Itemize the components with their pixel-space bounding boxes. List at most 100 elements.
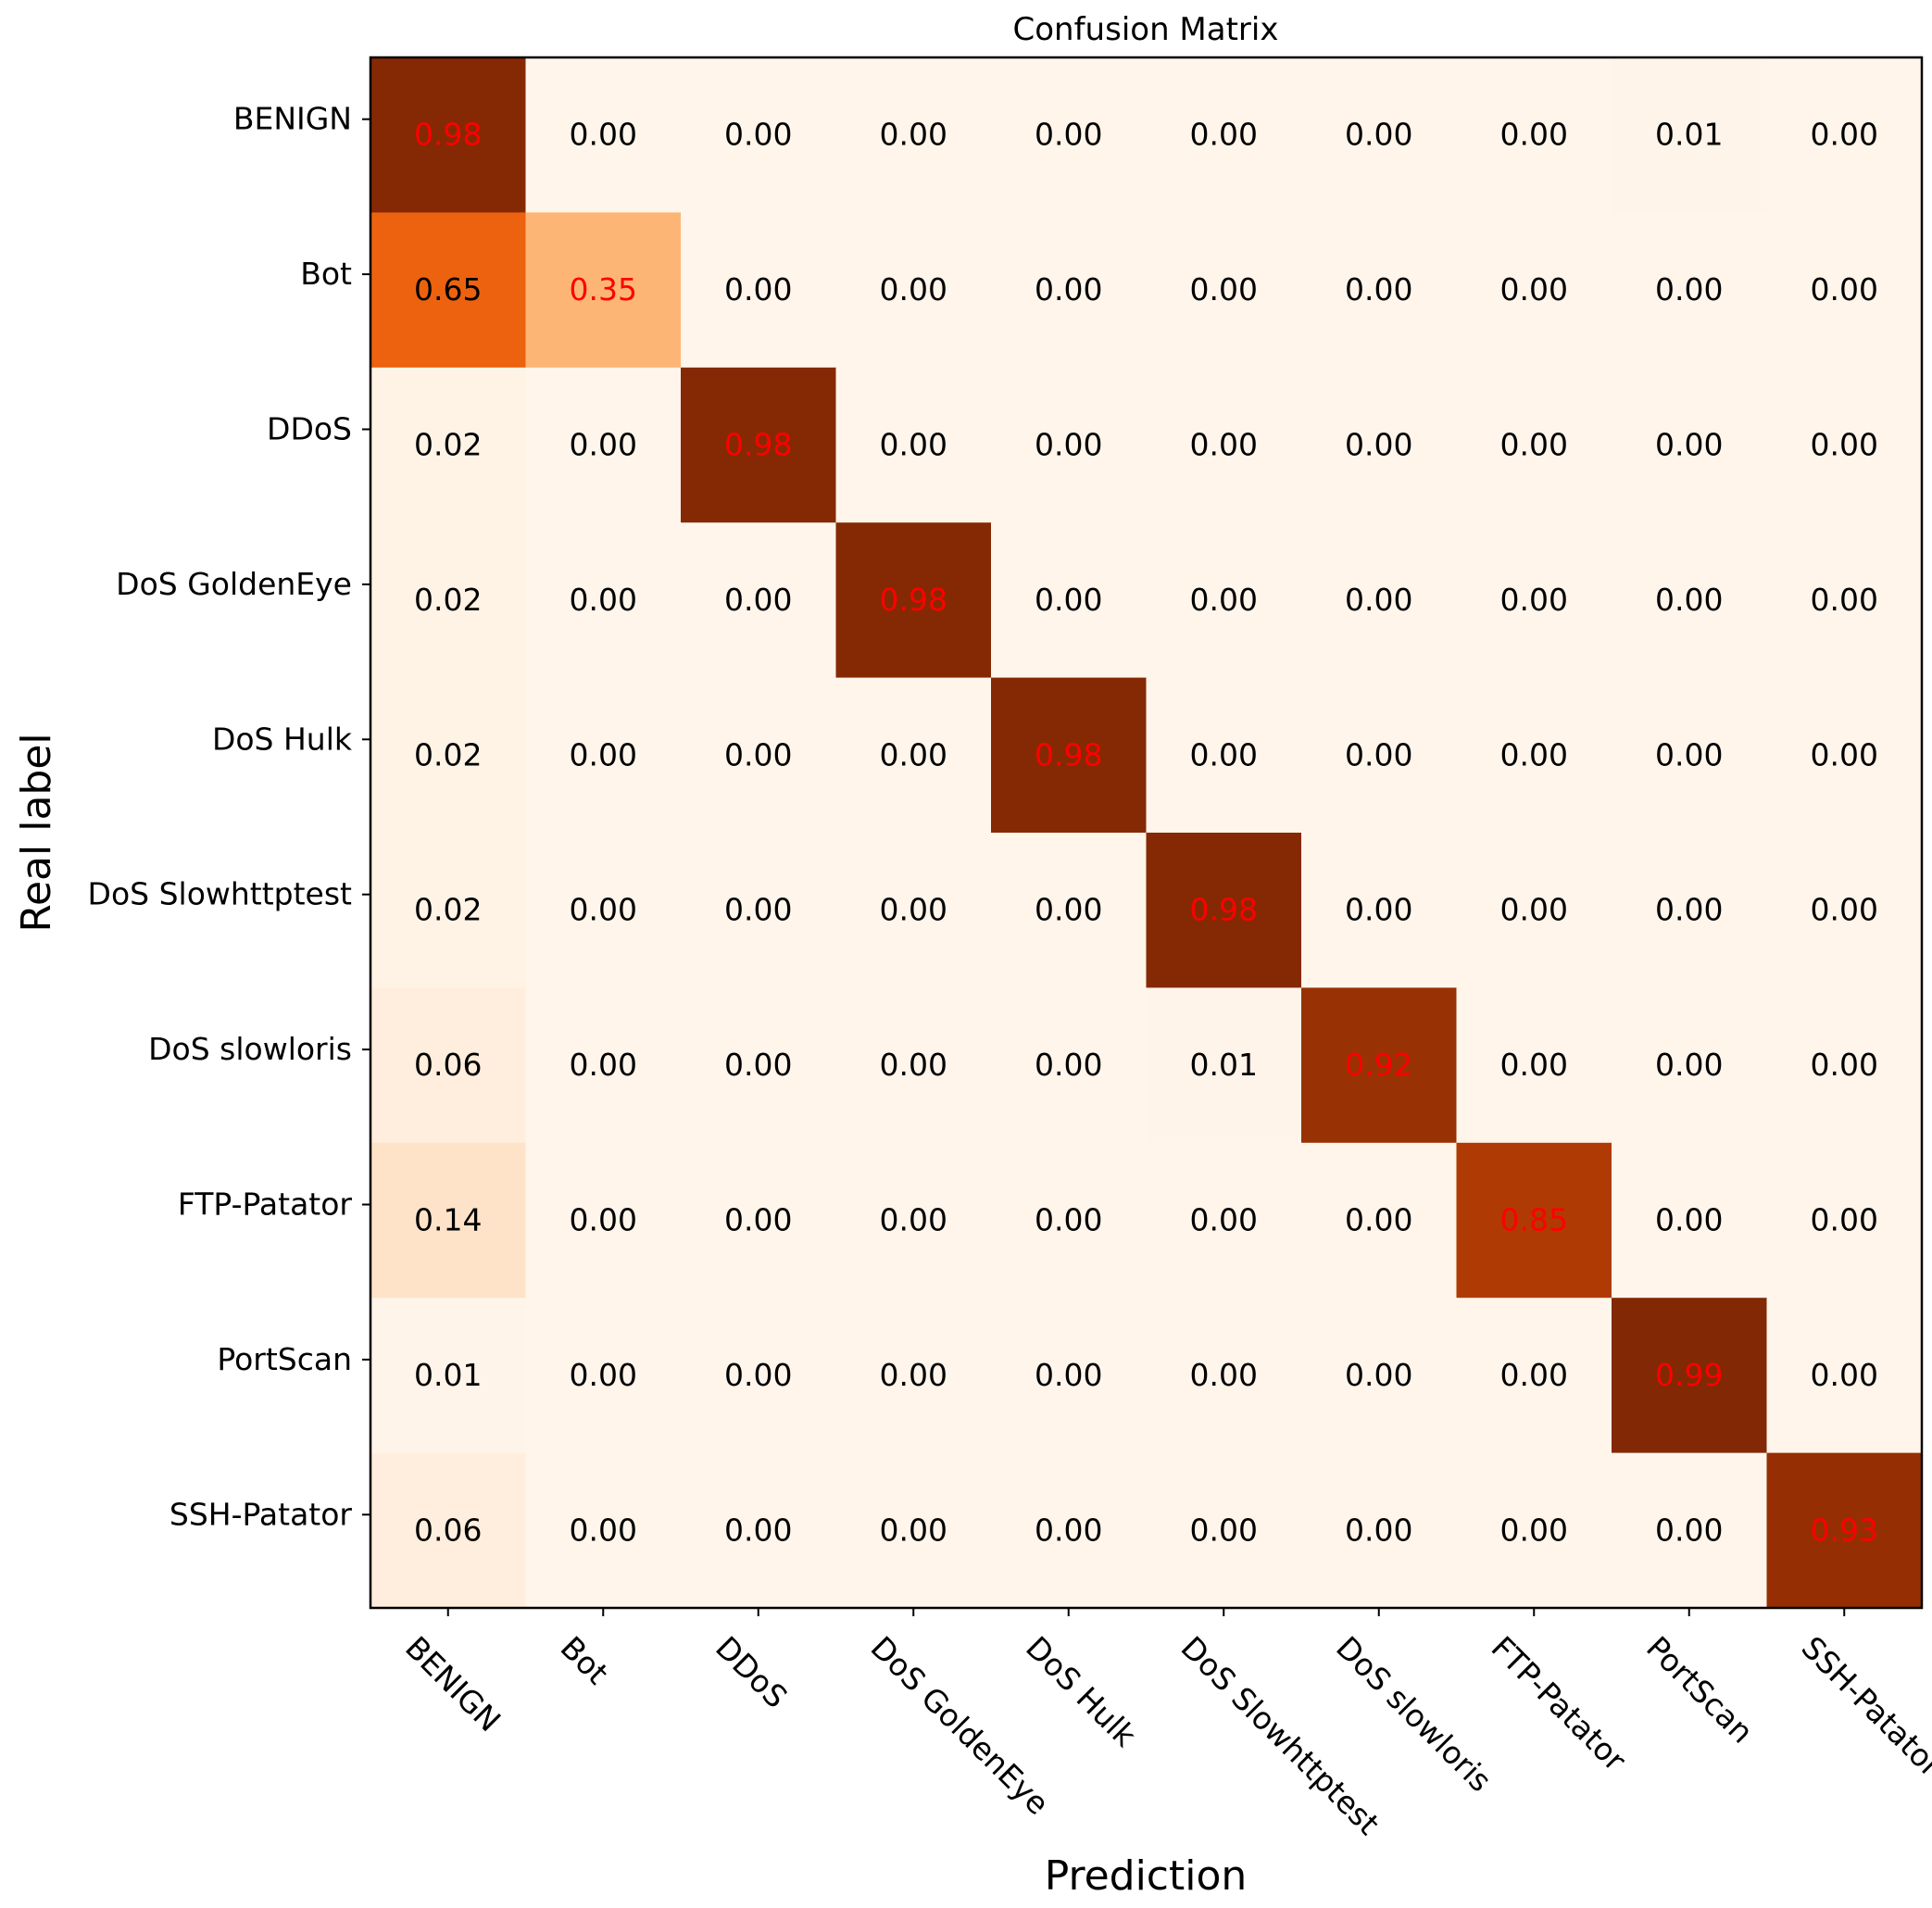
cell-value-label: 0.02 xyxy=(414,582,482,618)
heatmap-cell xyxy=(1456,1298,1612,1454)
heatmap-cell xyxy=(1456,1142,1612,1299)
cell-value-label: 0.00 xyxy=(1190,117,1258,153)
cell-value-label: 0.00 xyxy=(1035,1202,1102,1238)
cell-value-label: 0.00 xyxy=(1035,271,1102,308)
cell-value-label: 0.00 xyxy=(1655,1512,1723,1548)
heatmap-cell xyxy=(991,1452,1148,1609)
y-tick-label: DoS GoldenEye xyxy=(116,566,352,602)
cell-value-label: 0.00 xyxy=(1655,892,1723,928)
heatmap-cell xyxy=(1146,57,1302,213)
cell-value-label: 0.00 xyxy=(1345,427,1412,463)
y-tick-label: SSH-Patator xyxy=(169,1496,353,1532)
cell-value-label: 0.00 xyxy=(1500,1357,1568,1393)
cell-value-label: 0.92 xyxy=(1345,1047,1412,1083)
heatmap-cell xyxy=(1766,57,1923,213)
heatmap-cell xyxy=(370,1142,527,1299)
heatmap-cell xyxy=(1766,677,1923,834)
cell-value-label: 0.85 xyxy=(1500,1202,1568,1238)
heatmap-cell xyxy=(370,57,527,213)
heatmap-cell xyxy=(370,367,527,523)
cell-value-label: 0.00 xyxy=(724,1202,792,1238)
cell-value-label: 0.00 xyxy=(724,1512,792,1548)
heatmap-cell xyxy=(525,367,682,523)
heatmap-cell xyxy=(1766,987,1923,1144)
heatmap-cell xyxy=(370,677,527,834)
heatmap-cell xyxy=(835,212,992,369)
y-tick-label: DoS slowloris xyxy=(148,1031,352,1067)
cell-value-label: 0.00 xyxy=(880,1357,947,1393)
cell-value-label: 0.02 xyxy=(414,427,482,463)
heatmap-cell xyxy=(1301,1298,1458,1454)
heatmap-cell xyxy=(681,987,837,1144)
heatmap-cell xyxy=(835,833,992,988)
y-tick-label: DoS Hulk xyxy=(212,721,353,757)
y-tick-label: BENIGN xyxy=(233,101,352,137)
heatmap-cell xyxy=(681,367,837,523)
cell-value-label: 0.00 xyxy=(1345,1512,1412,1548)
cell-value-label: 0.00 xyxy=(1811,117,1878,153)
cell-value-label: 0.00 xyxy=(880,1202,947,1238)
heatmap-cell xyxy=(991,212,1148,369)
cell-value-label: 0.00 xyxy=(1500,892,1568,928)
heatmap-cell xyxy=(1612,212,1768,369)
cell-value-label: 0.00 xyxy=(880,736,947,772)
cell-value-label: 0.06 xyxy=(414,1512,482,1548)
cell-value-label: 0.00 xyxy=(1500,117,1568,153)
cell-value-label: 0.35 xyxy=(570,271,637,308)
cell-value-label: 0.00 xyxy=(880,1512,947,1548)
heatmap-cell xyxy=(525,1452,682,1609)
cell-value-label: 0.00 xyxy=(1345,736,1412,772)
heatmap-cell xyxy=(1612,1452,1768,1609)
cell-value-label: 0.00 xyxy=(570,736,637,772)
cell-value-label: 0.00 xyxy=(570,1357,637,1393)
heatmap-cell xyxy=(1146,367,1302,523)
cell-value-label: 0.00 xyxy=(880,117,947,153)
cell-value-label: 0.00 xyxy=(724,1047,792,1083)
cell-value-label: 0.01 xyxy=(1655,117,1723,153)
heatmap-cell xyxy=(1146,522,1302,679)
heatmap-cell xyxy=(1301,367,1458,523)
heatmap-cell xyxy=(681,57,837,213)
heatmap-cell xyxy=(1456,833,1612,988)
heatmap-cell xyxy=(1456,1452,1612,1609)
heatmap-cell xyxy=(681,1452,837,1609)
cell-value-label: 0.00 xyxy=(880,271,947,308)
y-tick-label: DDoS xyxy=(267,411,352,447)
cell-value-label: 0.00 xyxy=(1500,736,1568,772)
cell-value-label: 0.00 xyxy=(1345,1357,1412,1393)
heatmap-cell xyxy=(1456,522,1612,679)
heatmap-cell xyxy=(370,987,527,1144)
cell-value-label: 0.00 xyxy=(1655,1047,1723,1083)
x-tick-label: FTP-Patator xyxy=(1485,1629,1634,1778)
cell-value-label: 0.00 xyxy=(724,1357,792,1393)
heatmap-cell xyxy=(991,833,1148,988)
cell-value-label: 0.00 xyxy=(1035,1047,1102,1083)
heatmap-cell xyxy=(835,522,992,679)
cell-value-label: 0.00 xyxy=(1811,1357,1878,1393)
x-tick-label: Bot xyxy=(554,1629,616,1691)
heatmap-cell xyxy=(681,833,837,988)
y-tick-label: PortScan xyxy=(217,1341,352,1377)
heatmap-cell xyxy=(1456,987,1612,1144)
cell-value-label: 0.00 xyxy=(570,117,637,153)
heatmap-cell xyxy=(1612,987,1768,1144)
heatmap-cells xyxy=(370,57,1923,1609)
heatmap-cell xyxy=(1766,522,1923,679)
heatmap-cell xyxy=(525,57,682,213)
cell-value-label: 0.00 xyxy=(1655,271,1723,308)
chart-title: Confusion Matrix xyxy=(1013,11,1279,48)
heatmap-cell xyxy=(1612,57,1768,213)
cell-value-label: 0.00 xyxy=(1655,427,1723,463)
cell-value-label: 0.93 xyxy=(1811,1512,1878,1548)
heatmap-cell xyxy=(1766,1452,1923,1609)
y-tick-label: DoS Slowhttptest xyxy=(88,876,353,912)
cell-value-label: 0.00 xyxy=(1345,892,1412,928)
heatmap-cell xyxy=(525,522,682,679)
cell-value-label: 0.65 xyxy=(414,271,482,308)
heatmap-cell xyxy=(835,677,992,834)
cell-value-label: 0.14 xyxy=(414,1202,482,1238)
cell-value-label: 0.00 xyxy=(1500,1512,1568,1548)
heatmap-cell xyxy=(525,1298,682,1454)
heatmap-cell xyxy=(991,367,1148,523)
